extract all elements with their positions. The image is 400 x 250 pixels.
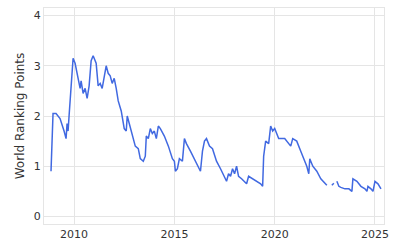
svg-text:4: 4: [34, 9, 41, 22]
svg-text:2010: 2010: [60, 228, 88, 241]
svg-text:3: 3: [34, 60, 41, 73]
svg-text:2020: 2020: [261, 228, 289, 241]
svg-text:0: 0: [34, 210, 41, 223]
svg-text:2: 2: [34, 110, 41, 123]
svg-text:2015: 2015: [160, 228, 188, 241]
svg-text:World Ranking Points: World Ranking Points: [13, 53, 27, 180]
svg-text:2025: 2025: [361, 228, 389, 241]
svg-text:1: 1: [34, 160, 41, 173]
